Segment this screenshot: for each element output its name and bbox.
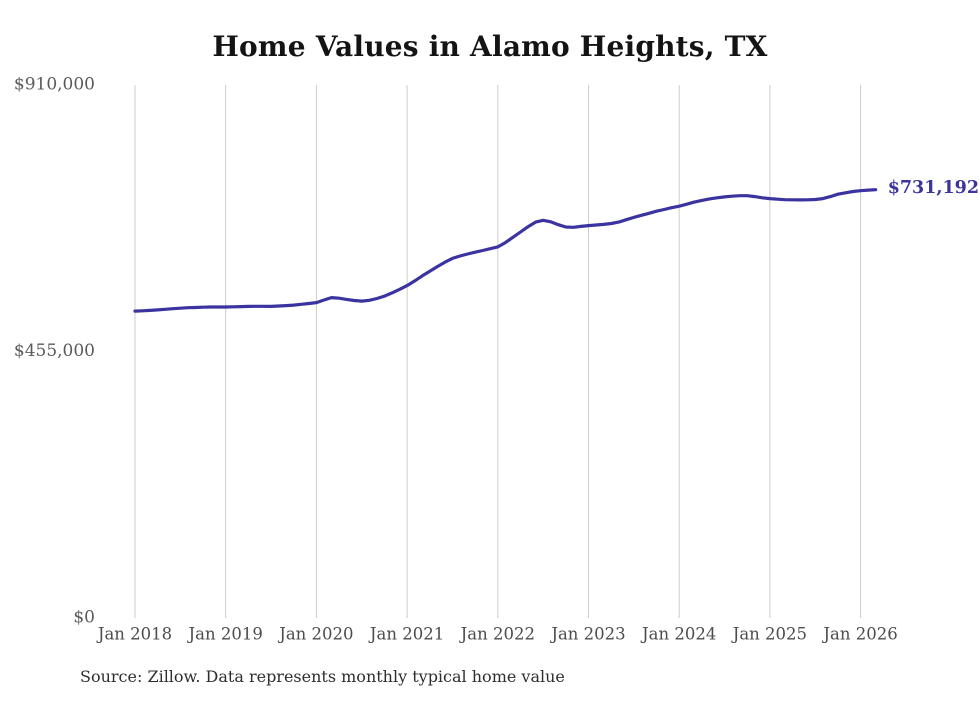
x-tick-label: Jan 2024 [640,625,716,644]
y-tick-label: $455,000 [14,341,95,361]
x-tick-label: Jan 2020 [277,625,353,644]
x-tick-label: Jan 2025 [731,625,807,644]
y-tick-label: $910,000 [14,75,95,95]
end-value-label: $731,192 [888,178,979,198]
y-tick-label: $0 [73,608,95,628]
x-tick-label: Jan 2023 [549,625,625,644]
x-tick-label: Jan 2021 [368,625,444,644]
x-tick-label: Jan 2019 [187,625,263,644]
x-tick-label: Jan 2026 [821,625,897,644]
x-tick-label: Jan 2022 [459,625,535,644]
chart-title: Home Values in Alamo Heights, TX [212,30,768,63]
x-tick-label: Jan 2018 [96,625,172,644]
home-value-line [133,188,878,313]
source-note: Source: Zillow. Data represents monthly … [80,667,565,686]
